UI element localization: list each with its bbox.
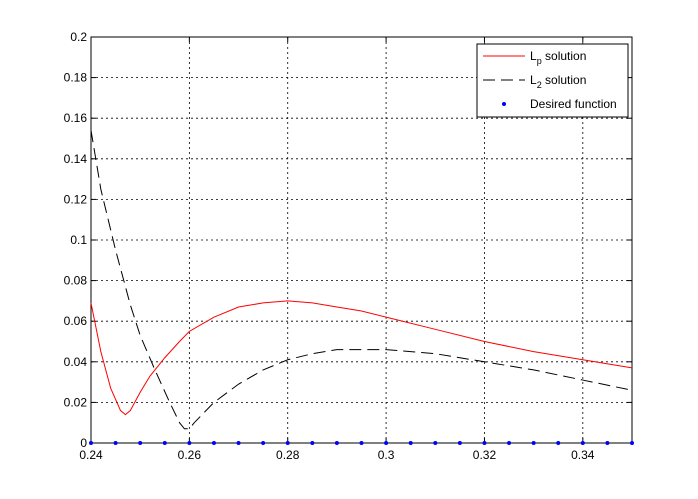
x-tick-label: 0.24 [79, 448, 103, 462]
y-tick-label: 0.08 [64, 274, 88, 288]
y-tick-label: 0.04 [64, 355, 88, 369]
data-point [138, 441, 143, 445]
data-point [384, 441, 389, 445]
y-tick-label: 0.1 [70, 233, 87, 247]
x-tick-label: 0.3 [378, 448, 395, 462]
y-tick-label: 0.18 [64, 71, 88, 85]
data-point [211, 441, 216, 445]
y-tick-label: 0.2 [70, 30, 87, 44]
y-tick-label: 0 [80, 436, 87, 450]
y-tick-label: 0.02 [64, 395, 88, 409]
data-point [236, 441, 241, 445]
data-point [334, 441, 339, 445]
data-point [630, 441, 634, 445]
legend-label: Lp solution [530, 49, 586, 66]
data-point [531, 441, 536, 445]
data-point [556, 441, 561, 445]
data-point [457, 441, 462, 445]
data-point [359, 441, 364, 445]
data-point [310, 441, 315, 445]
line-series [90, 130, 633, 430]
y-tick-label: 0.06 [64, 314, 88, 328]
data-point [605, 441, 610, 445]
legend-label: L2 solution [530, 73, 586, 90]
data-point [187, 441, 192, 445]
x-tick-label: 0.26 [178, 448, 202, 462]
x-tick-label: 0.28 [276, 448, 300, 462]
x-tick-label: 0.34 [571, 448, 595, 462]
y-tick-label: 0.14 [64, 152, 88, 166]
data-point [113, 441, 118, 445]
data-point [261, 441, 266, 445]
data-point [285, 441, 290, 445]
y-tick-label: 0.12 [64, 192, 88, 206]
legend-label: Desired function [530, 97, 617, 111]
legend-marker [502, 102, 506, 106]
data-point [408, 441, 413, 445]
data-point [580, 441, 585, 445]
y-tick-label: 0.16 [64, 111, 88, 125]
data-point [89, 441, 93, 445]
data-point [482, 441, 487, 445]
data-point [162, 441, 167, 445]
data-point [433, 441, 438, 445]
data-point [507, 441, 512, 445]
x-tick-label: 0.32 [473, 448, 497, 462]
line-series [90, 300, 633, 416]
